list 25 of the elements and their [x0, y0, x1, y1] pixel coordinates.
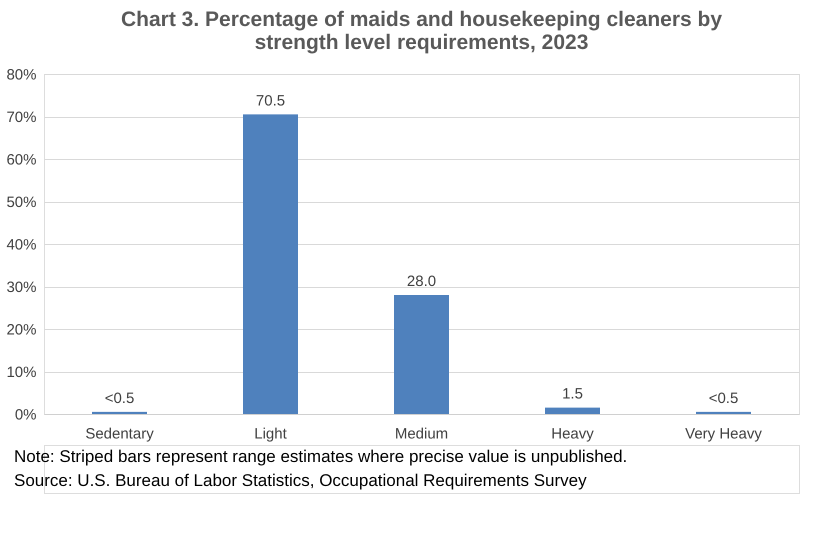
data-label: <0.5 [708, 390, 738, 407]
x-tick-label: Light [254, 426, 288, 442]
y-tick-label: 70% [6, 109, 36, 126]
y-tick-label: 10% [6, 364, 36, 381]
y-tick-label: 80% [6, 66, 36, 84]
x-tick-label: Sedentary [85, 426, 154, 442]
y-tick-label: 0% [14, 406, 36, 424]
data-label: 28.0 [406, 273, 436, 290]
bar [394, 295, 449, 414]
chart-title: Chart 3. Percentage of maids and housekeeping cleaners by strength level requirements, 2023 [120, 8, 722, 54]
bar [243, 114, 298, 414]
text: Note: Striped bars represent range estimates where precise value is unpublished. [14, 447, 628, 466]
source-note: Source: U.S. Bureau of Labor Statistics, Occupational Requirements Survey [14, 471, 588, 490]
y-tick-label: 20% [6, 322, 36, 338]
x-tick-label: Medium [394, 426, 448, 442]
data-label: <0.5 [104, 390, 134, 407]
x-tick-label: Heavy [551, 426, 594, 442]
y-tick-label: 50% [6, 194, 36, 211]
data-label: 70.5 [256, 92, 286, 110]
y-tick-label: 30% [6, 279, 36, 296]
y-tick-label: 60% [6, 152, 36, 168]
y-tick-label: 40% [6, 236, 36, 254]
bar [545, 408, 600, 414]
x-tick-label: Very Heavy [685, 426, 762, 442]
data-label: 1.5 [562, 386, 583, 403]
